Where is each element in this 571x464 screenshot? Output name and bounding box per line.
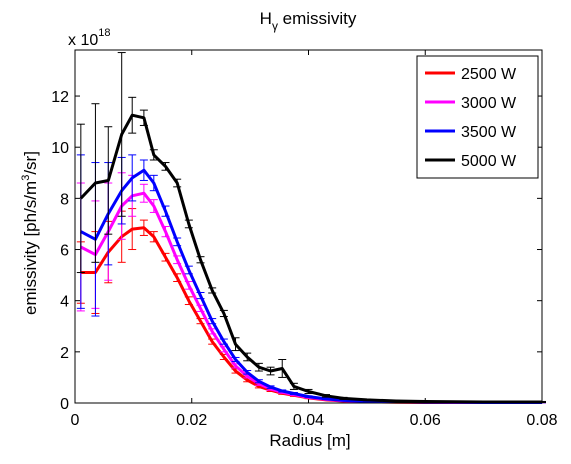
legend-box (416, 55, 539, 179)
y-axis-label-main: emissivity [ph/s/m (21, 181, 40, 315)
chart-title-main: H (260, 9, 272, 28)
x-tick-label: 0.06 (410, 412, 441, 429)
y-axis-label: emissivity [ph/s/m3/sr] (20, 151, 40, 315)
chart-title-subscript: γ (272, 19, 278, 33)
chart-title-rest: emissivity (278, 9, 357, 28)
y-tick-label: 10 (51, 140, 69, 157)
chart-title: Hγ emissivity (260, 9, 357, 33)
y-tick-label: 8 (60, 191, 69, 208)
y-tick-label: 12 (51, 89, 69, 106)
legend-label: 5000 W (461, 153, 517, 170)
y-multiplier-base: x 10 (68, 32, 98, 49)
y-multiplier: x 1018 (68, 27, 111, 49)
x-tick-label: 0.04 (293, 412, 324, 429)
y-axis-label-rest: /sr] (21, 151, 40, 175)
legend-label: 3500 W (461, 124, 517, 141)
legend-label: 3000 W (461, 95, 517, 112)
y-tick-label: 2 (60, 345, 69, 362)
series-layer (76, 52, 546, 404)
y-tick-label: 4 (60, 294, 69, 311)
series-5000-w (76, 52, 546, 404)
legend: 2500 W 3000 W 3500 W 5000 W (416, 55, 539, 179)
x-axis-label: Radius [m] (269, 431, 350, 450)
y-multiplier-exponent: 18 (98, 27, 110, 39)
x-tick-label: 0.08 (526, 412, 557, 429)
series-line (79, 113, 542, 404)
y-tick-label: 6 (60, 243, 69, 260)
y-tick-label: 0 (60, 396, 69, 413)
x-tick-label: 0.02 (176, 412, 207, 429)
plot-area-frame (74, 49, 543, 404)
x-tick-label: 0 (71, 412, 80, 429)
y-axis-label-superscript: 3 (20, 175, 32, 181)
legend-label: 2500 W (461, 66, 517, 83)
axis-ticks: 0 0.02 0.04 0.06 0.08 0 2 4 6 8 10 12 (51, 50, 558, 429)
